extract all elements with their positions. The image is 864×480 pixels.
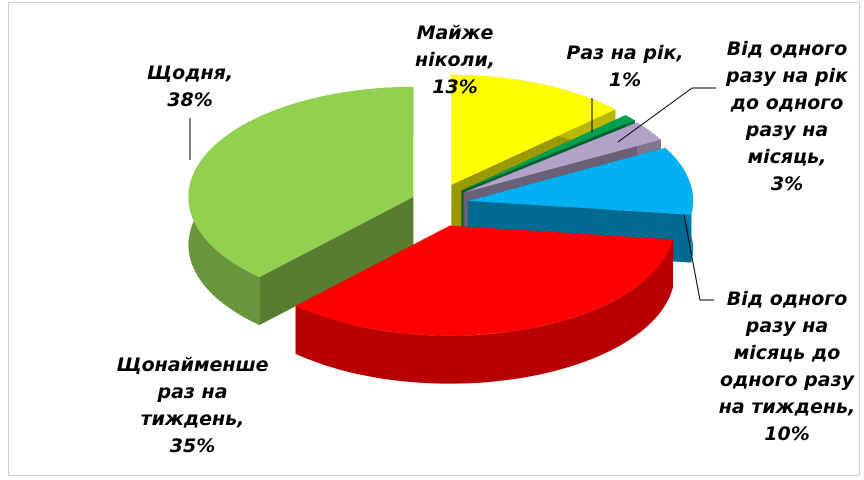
slice: [188, 86, 414, 278]
slice: [461, 115, 635, 191]
leader-line: [617, 87, 716, 143]
slice-side: [295, 239, 673, 384]
slice-label: Щонайменше раз на тиждень, 35%: [116, 354, 269, 457]
slice: [451, 74, 616, 185]
slice: [468, 147, 694, 215]
slice: [463, 122, 661, 193]
chart-frame: [8, 2, 860, 476]
slice: [295, 225, 673, 336]
slice-label: Від одного разу на місяць до одного разу…: [718, 288, 856, 445]
leader-line: [683, 214, 714, 301]
slice-label: Від одного разу на рік до одного разу на…: [725, 38, 849, 195]
slice-label: Майже ніколи, 13%: [414, 22, 496, 98]
slice-face: [259, 196, 414, 326]
slice-label: Щодня, 38%: [146, 62, 234, 111]
slice-label: Раз на рік, 1%: [566, 42, 684, 91]
